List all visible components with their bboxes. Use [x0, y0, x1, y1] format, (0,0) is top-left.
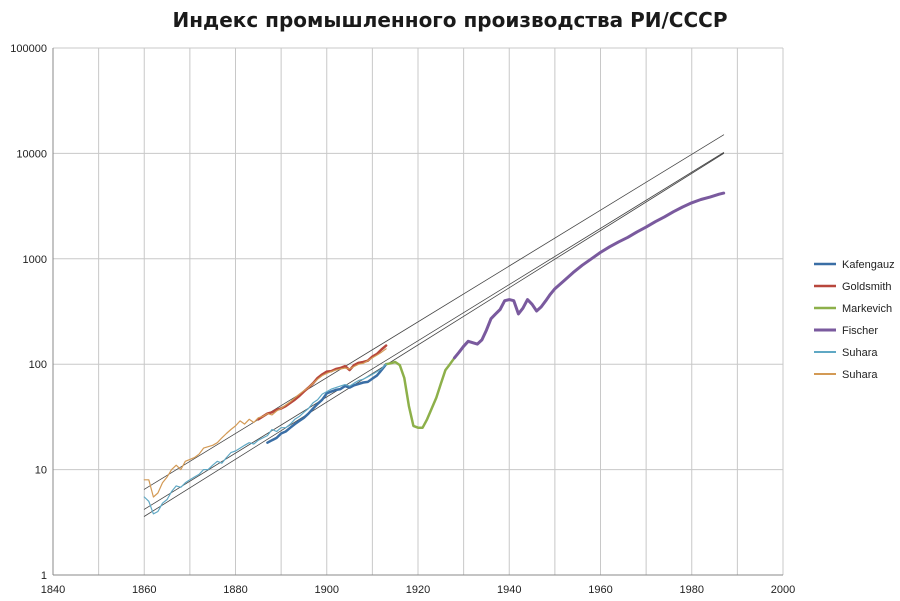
y-tick-label: 1000 — [23, 254, 47, 266]
legend-label: Suhara — [842, 369, 878, 381]
legend: Kafengauz Goldsmith Markevich Fischer Suhara… — [814, 259, 895, 381]
x-tick-label: 1940 — [497, 584, 521, 596]
series-group — [143, 134, 726, 517]
x-tick-label: 1880 — [223, 584, 247, 596]
x-tick-label: 1960 — [588, 584, 612, 596]
grid — [52, 47, 784, 576]
trend-line — [143, 152, 725, 510]
legend-label: Suhara — [842, 347, 878, 359]
trend-line — [143, 134, 725, 490]
x-tick-label: 2000 — [771, 584, 795, 596]
y-tick-label: 100000 — [10, 43, 47, 55]
y-tick-label: 10000 — [16, 148, 47, 160]
series-line-suhara — [143, 363, 387, 515]
y-tick-label: 100 — [29, 359, 47, 371]
series-line-markevich — [384, 356, 456, 429]
x-tick-label: 1840 — [41, 584, 65, 596]
legend-label: Goldsmith — [842, 281, 892, 293]
legend-label: Kafengauz — [842, 259, 895, 271]
series-line-fischer — [453, 191, 726, 360]
x-tick-label: 1900 — [315, 584, 339, 596]
series-line-kafengauz — [266, 362, 388, 444]
y-tick-label: 10 — [35, 465, 47, 477]
y-tick-label: 1 — [41, 570, 47, 582]
trend-line — [143, 152, 725, 517]
legend-label: Markevich — [842, 303, 892, 315]
x-tick-label: 1980 — [680, 584, 704, 596]
legend-label: Fischer — [842, 325, 878, 337]
series-line-suhara — [143, 348, 387, 498]
x-tick-label: 1920 — [406, 584, 430, 596]
x-tick-label: 1860 — [132, 584, 156, 596]
chart-title: Индекс промышленного производства РИ/ССС… — [172, 8, 728, 32]
